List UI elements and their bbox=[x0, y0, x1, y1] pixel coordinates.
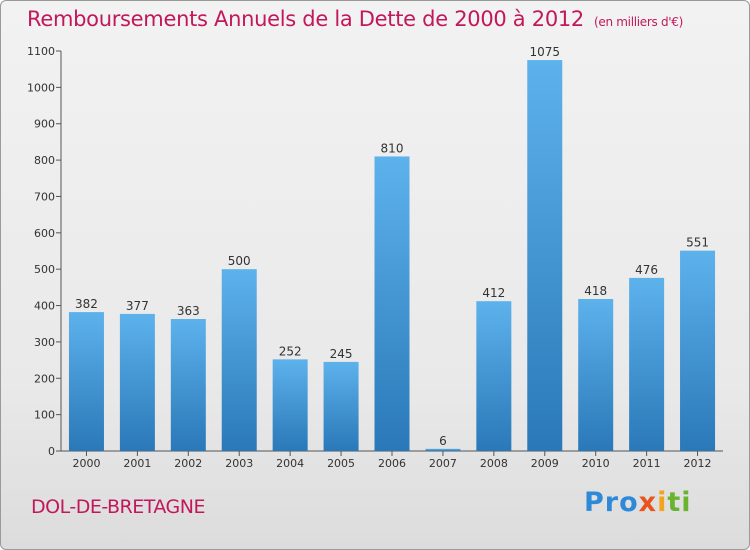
bar bbox=[119, 313, 155, 451]
bar bbox=[170, 319, 206, 451]
y-tick-label: 1100 bbox=[27, 45, 55, 58]
bar-value-label: 476 bbox=[635, 263, 658, 277]
bar-value-label: 1075 bbox=[529, 45, 560, 59]
x-tick-label: 2001 bbox=[123, 457, 151, 470]
x-tick-label: 2003 bbox=[225, 457, 253, 470]
logo-part: Pro bbox=[584, 487, 639, 518]
bar bbox=[323, 361, 359, 451]
logo-part: x bbox=[638, 487, 658, 518]
x-tick-label: 2007 bbox=[429, 457, 457, 470]
x-tick-label: 2005 bbox=[327, 457, 355, 470]
x-tick-label: 2000 bbox=[72, 457, 100, 470]
bar-value-label: 418 bbox=[584, 284, 607, 298]
bar bbox=[680, 250, 716, 451]
y-tick-label: 300 bbox=[34, 336, 55, 349]
x-tick-label: 2008 bbox=[480, 457, 508, 470]
bar-value-label: 500 bbox=[228, 254, 251, 268]
y-tick-label: 900 bbox=[34, 118, 55, 131]
y-tick-label: 100 bbox=[34, 409, 55, 422]
bar-value-label: 6 bbox=[439, 434, 447, 448]
bar bbox=[221, 269, 257, 451]
bar-value-label: 245 bbox=[330, 347, 353, 361]
y-tick-label: 600 bbox=[34, 227, 55, 240]
town-name: DOL-DE-BRETAGNE bbox=[31, 496, 205, 518]
y-tick-label: 1000 bbox=[27, 81, 55, 94]
y-tick-label: 700 bbox=[34, 190, 55, 203]
x-tick-label: 2011 bbox=[633, 457, 661, 470]
bar bbox=[374, 156, 410, 452]
y-tick-label: 800 bbox=[34, 154, 55, 167]
chart-unit: (en milliers d'€) bbox=[594, 15, 684, 29]
x-tick-label: 2004 bbox=[276, 457, 304, 470]
bars: 382 377 363 500 252 245 810 6 412 1075 418 476 551 bbox=[68, 45, 716, 452]
proxiti-logo: Proxiti bbox=[584, 487, 692, 518]
x-tick-label: 2006 bbox=[378, 457, 406, 470]
x-tick-label: 2002 bbox=[174, 457, 202, 470]
y-tick-label: 0 bbox=[48, 445, 55, 458]
bar-value-label: 363 bbox=[177, 304, 200, 318]
y-tick-label: 500 bbox=[34, 263, 55, 276]
axes: 0 100 200 300 400 500 600 700 800 900 1000 1100 2000… bbox=[27, 45, 723, 470]
chart-title: Remboursements Annuels de la Dette de 20… bbox=[27, 7, 683, 31]
bar-value-label: 382 bbox=[75, 297, 98, 311]
bar-value-label: 377 bbox=[126, 299, 149, 313]
x-tick-label: 2010 bbox=[582, 457, 610, 470]
x-tick-label: 2009 bbox=[531, 457, 559, 470]
logo-part: i bbox=[657, 487, 668, 518]
x-tick-label: 2012 bbox=[684, 457, 712, 470]
bar bbox=[425, 448, 461, 451]
bar-value-label: 412 bbox=[482, 286, 505, 300]
bar bbox=[527, 60, 563, 451]
logo-part: ti bbox=[667, 487, 692, 518]
y-tick-label: 200 bbox=[34, 372, 55, 385]
bar bbox=[476, 301, 512, 451]
y-tick-label: 400 bbox=[34, 300, 55, 313]
bar-value-label: 551 bbox=[686, 236, 709, 250]
bar bbox=[578, 299, 614, 451]
bar-value-label: 810 bbox=[381, 141, 404, 155]
chart-title-text: Remboursements Annuels de la Dette de 20… bbox=[27, 7, 584, 31]
bar bbox=[68, 312, 104, 451]
bar-value-label: 252 bbox=[279, 344, 302, 358]
bar bbox=[272, 359, 308, 451]
bar bbox=[629, 277, 665, 451]
